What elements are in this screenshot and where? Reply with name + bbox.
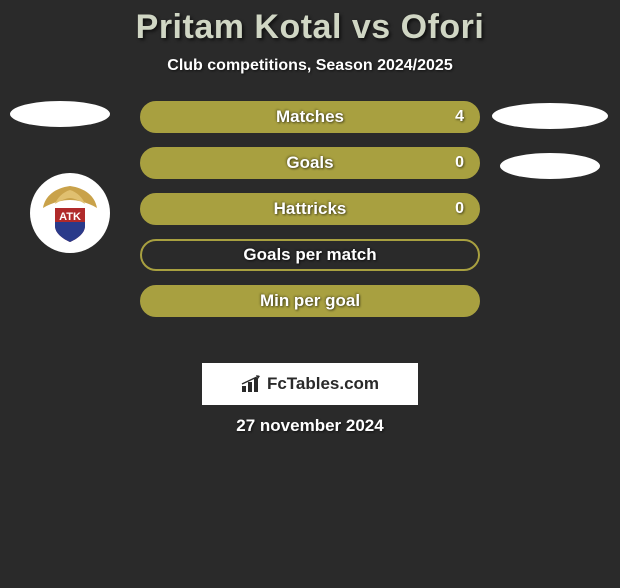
- decorative-ellipse: [492, 103, 608, 129]
- page-title: Pritam Kotal vs Ofori: [0, 8, 620, 47]
- bars-icon: [241, 375, 263, 393]
- page-subtitle: Club competitions, Season 2024/2025: [0, 57, 620, 75]
- stat-bar-label: Goals per match: [243, 245, 376, 265]
- decorative-ellipse: [10, 101, 110, 127]
- brand-logo: FcTables.com: [241, 374, 379, 394]
- stat-bar: Hattricks 0: [140, 193, 480, 225]
- stat-bar: Goals per match: [140, 239, 480, 271]
- decorative-ellipse: [500, 153, 600, 179]
- club-badge-icon: ATK: [35, 178, 105, 248]
- brand-logo-text: FcTables.com: [267, 374, 379, 394]
- stat-bar-value: 0: [455, 200, 464, 218]
- stat-bar-label: Goals: [286, 153, 333, 173]
- stats-area: ATK Matches 4 Goals 0 Hattricks 0 Goals …: [0, 101, 620, 371]
- club-badge-text: ATK: [59, 211, 81, 223]
- brand-logo-box: FcTables.com: [202, 363, 418, 405]
- club-badge: ATK: [30, 173, 110, 253]
- stat-bar-label: Matches: [276, 107, 344, 127]
- stat-bar-label: Hattricks: [274, 199, 347, 219]
- stat-bar-value: 4: [455, 108, 464, 126]
- stat-bar-label: Min per goal: [260, 291, 360, 311]
- stat-bar: Goals 0: [140, 147, 480, 179]
- stat-bar: Matches 4: [140, 101, 480, 133]
- stat-bar: Min per goal: [140, 285, 480, 317]
- date-text: 27 november 2024: [0, 416, 620, 436]
- stat-bar-value: 0: [455, 154, 464, 172]
